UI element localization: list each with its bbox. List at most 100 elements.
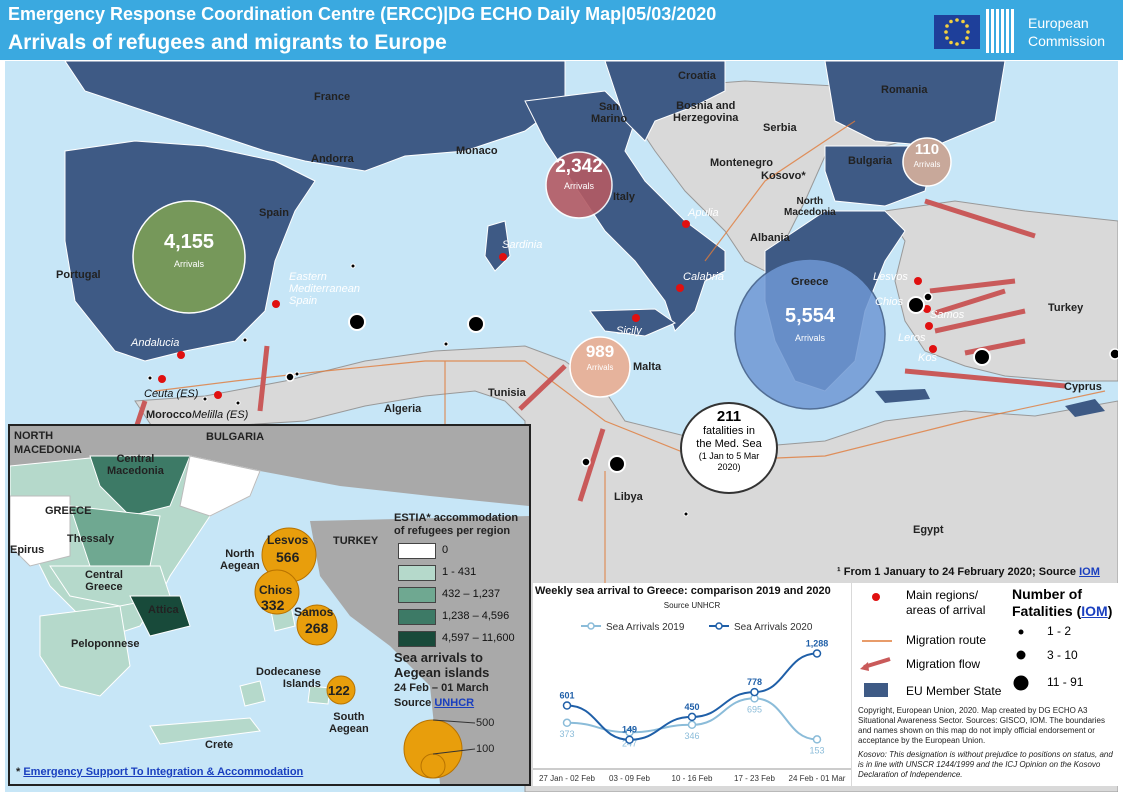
inset-label-south-aegean: South Aegean [329, 711, 369, 735]
label-spain: Spain [259, 207, 289, 219]
estia-legend-label-1: 1 - 431 [442, 566, 477, 578]
chios-bubble [254, 569, 300, 615]
sicily-shape [589, 308, 677, 337]
series-line-0 [566, 697, 818, 741]
label-greece: Greece [791, 276, 829, 288]
arrivals-footnote: ¹ From 1 January to 24 February 2020; So… [837, 566, 1100, 578]
label-kosovo: Kosovo* [761, 170, 806, 182]
legend-fatalities-3: 11 - 91 [1047, 675, 1084, 689]
sea-arrivals-period: 24 Feb – 01 March [394, 682, 489, 694]
label-egypt: Egypt [913, 524, 944, 536]
legend-fatalities-iom-link[interactable]: IOM [1081, 603, 1108, 619]
series-1-point-0 [562, 701, 572, 710]
legend-arrival-dot [872, 593, 880, 601]
scale-label-500: 500 [476, 717, 495, 729]
series-0-point-4 [812, 735, 822, 744]
label-albania: Albania [750, 232, 790, 244]
estia-legend-swatch-0 [398, 543, 436, 559]
label-monaco: Monaco [456, 145, 498, 157]
estia-legend-title: ESTIA* accommodation of refugees per reg… [394, 512, 519, 537]
series-0-label-0: 373 [559, 729, 574, 739]
label-apulia: Apulia [688, 207, 719, 219]
series-0-label-2: 346 [684, 731, 699, 741]
fatality-size-symbols [1013, 629, 1029, 691]
croatia-shape [604, 60, 726, 142]
legend-fatalities-2: 3 - 10 [1047, 648, 1078, 662]
series-0-label-4: 153 [809, 745, 824, 755]
fatality-points [147, 263, 1121, 517]
x-tick-label-3: 17 - 23 Feb [734, 774, 775, 783]
inset-label-attica: Attica [148, 604, 179, 616]
footnote-iom-link[interactable]: IOM [1079, 566, 1100, 578]
scale-circle-500 [403, 719, 463, 779]
arrival-points [158, 220, 937, 399]
island-value-lesvos: 566 [276, 549, 300, 565]
sea-arrivals-source: Source UNHCR [394, 697, 474, 709]
inset-label-turkey: TURKEY [333, 535, 379, 547]
label-north-macedonia: North Macedonia [784, 196, 836, 218]
inset-label-greece: GREECE [45, 505, 92, 517]
x-tick-label-0: 27 Jan - 02 Feb [539, 774, 596, 783]
label-algeria: Algeria [384, 403, 422, 415]
legend-label-1: Sea Arrivals 2020 [734, 622, 813, 633]
legend-fatalities-heading: Number of Fatalities (IOM) [1012, 586, 1113, 619]
eu-stars-icon [944, 18, 970, 46]
legend-eu-swatch [864, 683, 888, 697]
label-libya: Libya [614, 491, 643, 503]
fatalities-text: fatalities in the Med. Sea [696, 425, 762, 450]
label-calabria: Calabria [683, 271, 724, 283]
label-eastern-med-spain: Eastern Mediterranean Spain [289, 271, 360, 307]
legend-main-regions: Main regions/ areas of arrival [906, 588, 986, 617]
series-1-label-2: 450 [684, 702, 699, 712]
label-andorra: Andorra [311, 153, 354, 165]
malta-arrivals-value: 989 [585, 342, 615, 361]
label-samos: Samos [930, 309, 965, 321]
inset-turkey-landmass [310, 516, 529, 784]
series-1-label-0: 601 [559, 690, 574, 700]
estia-legend-label-3: 1,238 – 4,596 [442, 610, 510, 622]
legend-flow: Migration flow [906, 657, 981, 671]
series-1-label-4: 1,288 [806, 638, 829, 648]
inset-label-north-macedonia: NORTH MACEDONIA [14, 430, 82, 456]
label-romania: Romania [881, 84, 928, 96]
italy-arrivals-bubble [545, 151, 613, 219]
inset-label-central-macedonia: Central Macedonia [107, 453, 164, 477]
estia-footnote-link[interactable]: Emergency Support To Integration & Accom… [23, 766, 304, 778]
x-tick-label-4: 24 Feb - 01 Mar [789, 774, 846, 783]
fatalities-callout: 211 fatalities in the Med. Sea (1 Jan to… [680, 402, 778, 494]
samos-bubble [296, 604, 338, 646]
label-serbia: Serbia [763, 122, 797, 134]
scale-label-100: 100 [476, 743, 495, 755]
legend-eu: EU Member State [906, 684, 1002, 698]
greece-inset-map: NORTH MACEDONIA BULGARIA GREECE TURKEY C… [8, 424, 531, 786]
chart-title: Weekly sea arrival to Greece: comparison… [535, 585, 831, 597]
legend-marker-0 [587, 622, 595, 630]
label-kos: Kos [918, 352, 937, 364]
fatalities-period: (1 Jan to 5 Mar 2020) [698, 451, 760, 472]
migration-flow-arrows [132, 198, 1066, 502]
bulgaria-arrivals-label: Arrivals [913, 160, 941, 169]
logo-text-commission: Commission [1028, 33, 1106, 49]
chart-source: Source UNHCR [663, 601, 721, 610]
sea-arrivals-title: Sea arrivals to Aegean islands [394, 650, 490, 680]
dodecanese-bubble [326, 675, 356, 705]
series-1-label-3: 778 [747, 677, 762, 687]
series-1-point-3 [750, 687, 759, 697]
legend-fatalities-1: 1 - 2 [1047, 624, 1072, 638]
label-malta: Malta [633, 361, 662, 373]
inset-crete [149, 717, 261, 745]
spain-arrivals-label: Arrivals [173, 259, 204, 269]
label-bulgaria: Bulgaria [848, 155, 893, 167]
inset-label-dodecanese: Dodecanese Islands [256, 666, 321, 690]
greece-arrivals-bubble [734, 258, 886, 410]
legend-fatalities-title: Number of Fatalities [1012, 586, 1082, 619]
label-morocco: Morocco [146, 409, 192, 421]
label-france: France [314, 91, 351, 103]
sea-source-unhcr-link[interactable]: UNHCR [434, 697, 475, 709]
bulgaria-arrivals-value: 110 [914, 141, 940, 158]
label-lesvos: Lesvos [873, 271, 908, 283]
label-portugal: Portugal [56, 269, 101, 281]
bulgaria-arrivals-bubble [902, 137, 952, 187]
inset-attica [129, 595, 191, 637]
